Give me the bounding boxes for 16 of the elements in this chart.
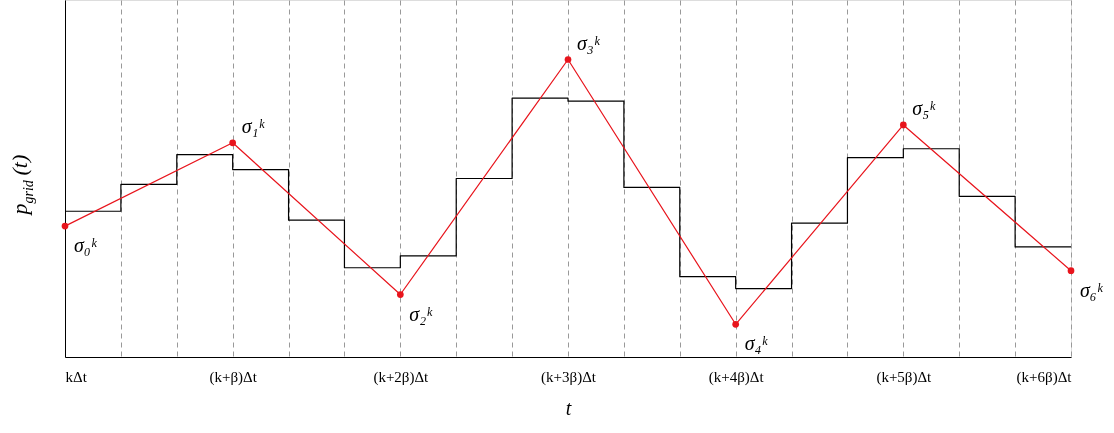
y-axis-title: pgrid(t) [7, 154, 36, 217]
annotation: σ₄ᵏ [744, 332, 769, 355]
x-tick-label: kΔt [65, 368, 88, 385]
x-tick-label: (k+2β)Δt [373, 368, 430, 386]
x-tick-label: (k+3β)Δt [541, 368, 597, 386]
x-tick-label: (k+4β)Δt [708, 368, 765, 386]
x-axis-title: t [565, 396, 572, 419]
annotation: σ₂ᵏ [409, 302, 434, 325]
annotation: σ₆ᵏ [1080, 278, 1104, 301]
x-tick-label: (k+β)Δt [209, 368, 258, 386]
x-tick-label: (k+6β)Δt [1016, 368, 1073, 386]
x-tick-label: (k+5β)Δt [876, 368, 933, 386]
annotation: σ₃ᵏ [577, 31, 601, 54]
annotation: σ₀ᵏ [74, 234, 98, 257]
annotation: σ₅ᵏ [912, 96, 937, 119]
annotation: σ₁ᵏ [241, 114, 266, 137]
